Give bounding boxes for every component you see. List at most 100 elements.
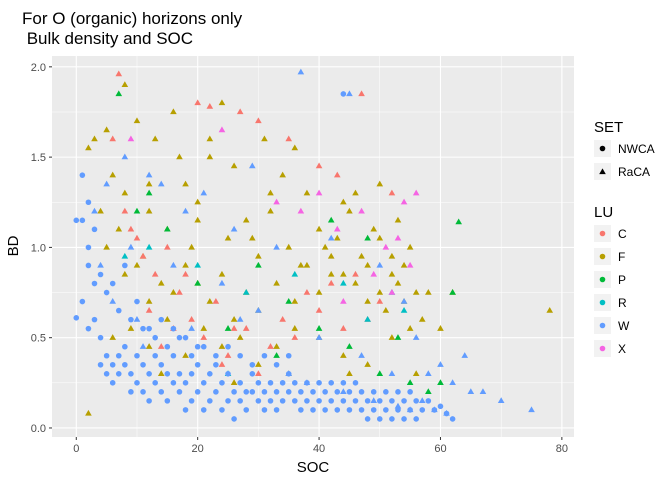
data-point bbox=[425, 398, 432, 404]
data-point bbox=[291, 334, 299, 340]
data-point bbox=[85, 262, 92, 269]
data-point bbox=[170, 261, 177, 268]
data-point bbox=[115, 352, 122, 359]
data-point bbox=[261, 135, 268, 142]
data-point bbox=[109, 380, 116, 386]
data-point bbox=[200, 325, 208, 331]
data-point bbox=[352, 279, 359, 286]
data-point bbox=[364, 361, 371, 367]
data-point bbox=[358, 389, 365, 395]
data-point bbox=[437, 325, 444, 331]
data-point bbox=[279, 380, 286, 386]
data-point bbox=[327, 279, 335, 286]
data-point bbox=[303, 261, 311, 268]
data-point bbox=[97, 334, 104, 341]
data-point bbox=[364, 234, 371, 241]
data-point bbox=[218, 343, 226, 349]
legend-title: LU bbox=[594, 204, 613, 221]
data-point bbox=[346, 370, 353, 376]
data-point bbox=[85, 244, 92, 251]
data-point bbox=[382, 307, 390, 313]
data-point bbox=[237, 380, 243, 386]
data-point bbox=[231, 416, 237, 422]
data-point bbox=[340, 91, 347, 97]
data-point bbox=[206, 297, 214, 304]
data-point bbox=[146, 325, 152, 332]
data-point bbox=[316, 380, 322, 386]
data-point bbox=[327, 234, 335, 241]
data-point bbox=[400, 307, 408, 313]
data-point bbox=[242, 325, 250, 331]
data-point bbox=[315, 288, 323, 295]
data-point bbox=[176, 334, 183, 341]
data-point bbox=[91, 226, 98, 233]
data-point bbox=[224, 325, 232, 331]
data-point bbox=[122, 262, 128, 269]
legend-color-swatch bbox=[599, 276, 606, 283]
data-point bbox=[340, 388, 347, 395]
data-point bbox=[425, 288, 432, 295]
data-point bbox=[170, 352, 177, 359]
data-point bbox=[182, 407, 189, 413]
data-point bbox=[291, 380, 298, 386]
data-point bbox=[97, 361, 104, 368]
data-point bbox=[364, 398, 371, 404]
data-point bbox=[225, 343, 231, 350]
data-point bbox=[400, 261, 408, 268]
data-point bbox=[395, 389, 401, 395]
data-point bbox=[279, 398, 286, 404]
data-point bbox=[255, 261, 262, 268]
data-point bbox=[388, 270, 396, 277]
data-point bbox=[297, 207, 305, 214]
data-point bbox=[133, 261, 141, 268]
data-point bbox=[315, 162, 323, 169]
legend-label: C bbox=[618, 227, 627, 241]
data-point bbox=[164, 371, 171, 377]
data-point bbox=[479, 388, 487, 395]
data-point bbox=[406, 243, 414, 250]
data-point bbox=[346, 343, 353, 349]
data-point bbox=[145, 243, 153, 250]
data-point bbox=[188, 325, 195, 331]
data-point bbox=[231, 389, 237, 395]
data-point bbox=[139, 252, 147, 259]
data-point bbox=[182, 261, 189, 268]
data-point bbox=[285, 352, 292, 359]
data-point bbox=[122, 343, 128, 350]
data-point bbox=[328, 380, 335, 386]
plot-panel bbox=[52, 56, 574, 437]
data-point bbox=[303, 189, 311, 196]
data-point bbox=[164, 398, 171, 404]
data-point bbox=[164, 243, 171, 250]
data-point bbox=[304, 380, 310, 386]
data-point bbox=[151, 270, 159, 277]
data-point bbox=[346, 207, 353, 214]
data-point bbox=[389, 416, 395, 422]
legend-color-swatch bbox=[599, 253, 606, 260]
data-point bbox=[401, 398, 407, 404]
data-point bbox=[218, 361, 226, 367]
data-point bbox=[279, 171, 286, 178]
data-point bbox=[182, 352, 189, 358]
data-point bbox=[146, 371, 152, 377]
data-point bbox=[243, 407, 250, 413]
data-point bbox=[400, 198, 408, 205]
data-point bbox=[291, 144, 299, 151]
data-point bbox=[388, 189, 396, 196]
data-point bbox=[346, 407, 353, 413]
grid-lines bbox=[52, 56, 574, 437]
data-point bbox=[206, 153, 214, 160]
data-point bbox=[267, 398, 274, 404]
legend-label: X bbox=[618, 342, 626, 356]
data-point bbox=[145, 171, 153, 178]
data-point bbox=[85, 199, 92, 206]
data-point bbox=[200, 189, 208, 196]
data-point bbox=[273, 343, 280, 349]
data-point bbox=[285, 243, 293, 250]
data-point bbox=[157, 370, 165, 376]
legend-label: R bbox=[618, 296, 627, 310]
data-point bbox=[291, 297, 299, 304]
data-point bbox=[546, 307, 554, 313]
data-point bbox=[285, 297, 293, 304]
